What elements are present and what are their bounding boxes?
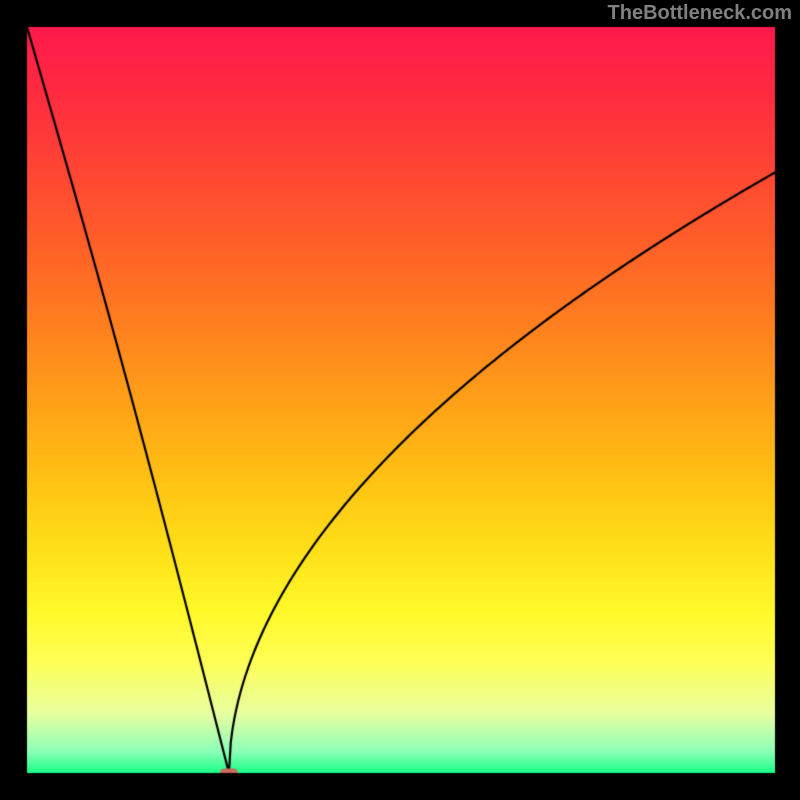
bottleneck-chart-canvas xyxy=(0,0,800,800)
watermark-text: TheBottleneck.com xyxy=(608,2,792,25)
chart-container: TheBottleneck.com xyxy=(0,0,800,800)
